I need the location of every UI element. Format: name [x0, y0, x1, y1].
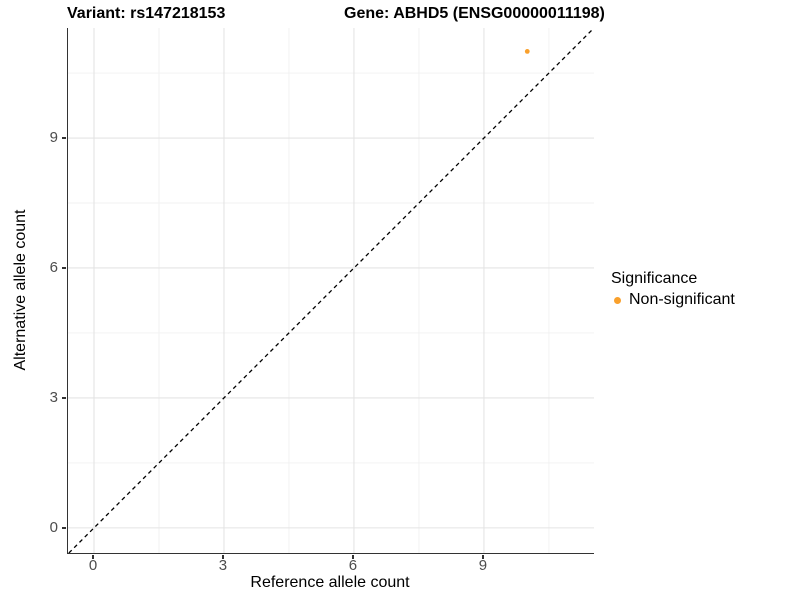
legend-items: Non-significant	[611, 291, 735, 309]
y-tick-label: 6	[49, 258, 58, 276]
x-tick-label: 0	[88, 557, 98, 574]
identity-reference-line	[68, 28, 594, 553]
y-tick-mark	[61, 397, 66, 399]
legend-key-dot-icon	[614, 296, 621, 304]
plot-area	[68, 28, 594, 553]
gene-title: Gene: ABHD5 (ENSG00000011198)	[344, 5, 605, 22]
data-point	[524, 48, 530, 54]
x-tick-label: 6	[348, 557, 358, 574]
legend: Significance Non-significant	[611, 269, 735, 309]
x-axis-title: Reference allele count	[250, 574, 410, 591]
y-tick-label: 9	[49, 129, 58, 147]
x-tick-mark	[352, 554, 354, 559]
variant-title: Variant: rs147218153	[67, 5, 226, 22]
x-tick-mark	[482, 554, 484, 559]
legend-item-label: Non-significant	[629, 291, 735, 308]
y-axis-title: Alternative allele count	[12, 209, 29, 371]
y-tick-mark	[61, 137, 66, 139]
legend-item: Non-significant	[611, 291, 735, 309]
x-tick-label: 3	[218, 557, 228, 574]
legend-title: Significance	[611, 270, 698, 287]
x-tick-mark	[222, 554, 224, 559]
y-tick-mark	[61, 267, 66, 269]
y-tick-mark	[61, 527, 66, 529]
x-tick-label: 9	[478, 557, 488, 574]
plot-panel	[67, 28, 594, 554]
y-tick-label: 0	[49, 518, 58, 536]
y-tick-label: 3	[49, 388, 58, 406]
x-tick-mark	[92, 554, 94, 559]
